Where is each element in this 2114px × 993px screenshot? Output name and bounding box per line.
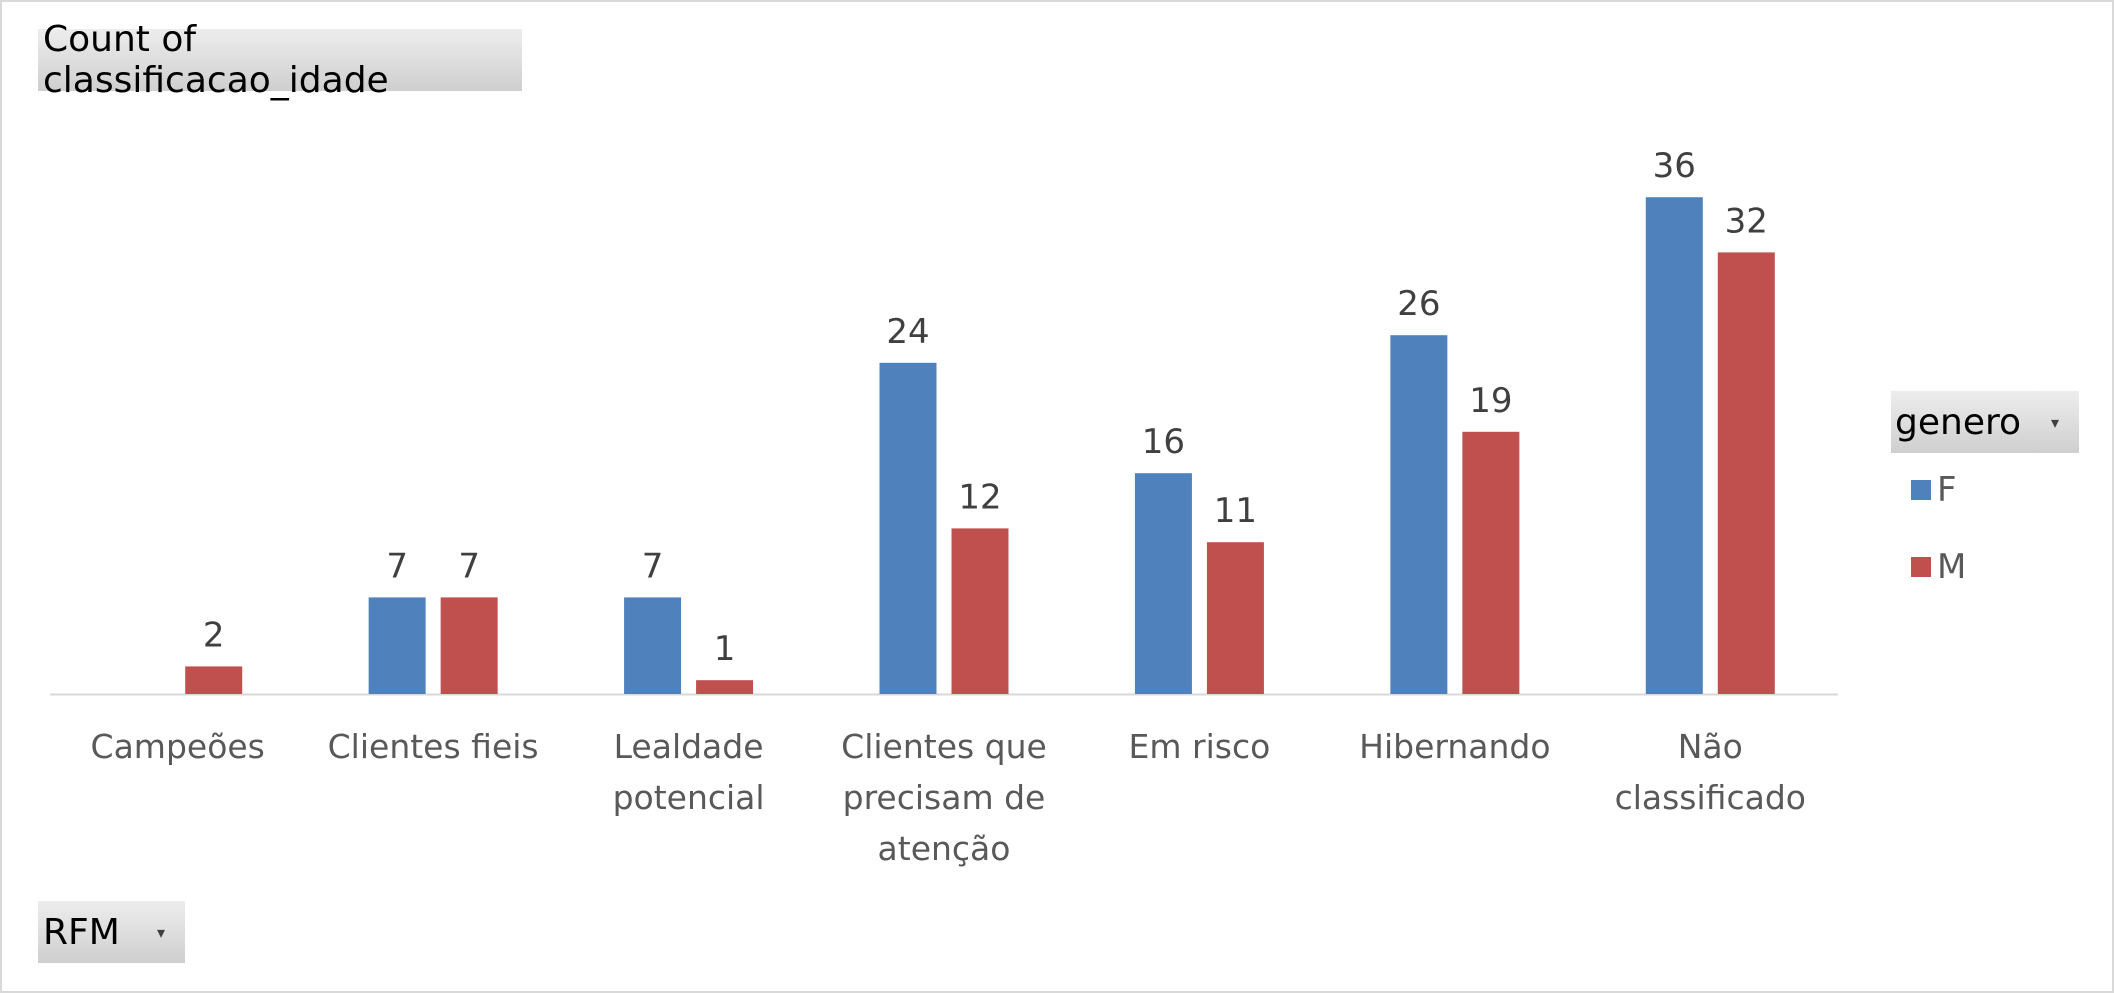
data-label-m-0: 2	[203, 615, 225, 655]
axis-field-label: RFM	[43, 911, 120, 953]
data-label-f-2: 7	[642, 546, 664, 586]
data-label-f-3: 24	[886, 312, 929, 352]
legend-swatch-m	[1911, 557, 1931, 577]
data-label-m-6: 32	[1725, 201, 1768, 241]
data-label-m-5: 19	[1469, 381, 1512, 421]
data-label-m-1: 7	[458, 546, 480, 586]
measure-field-button[interactable]: Count of classificacao_idade	[38, 19, 522, 101]
data-label-f-6: 36	[1653, 146, 1696, 186]
data-label-m-4: 11	[1214, 491, 1257, 531]
legend-field-label: genero	[1895, 401, 2021, 443]
category-label-0: Campeões	[91, 727, 265, 766]
data-label-f-4: 16	[1142, 422, 1185, 462]
bar-f-6	[1645, 197, 1703, 694]
category-label-1: Clientes fieis	[328, 727, 539, 766]
bar-f-1	[368, 597, 426, 694]
dropdown-arrow-icon: ▾	[2050, 413, 2059, 432]
bar-m-5	[1462, 431, 1520, 694]
dropdown-arrow-icon: ▾	[156, 923, 165, 942]
legend-entry-f: F	[1911, 470, 1957, 510]
bar-m-3	[951, 528, 1009, 694]
category-label-3: Clientes que precisam de atenção	[841, 727, 1047, 868]
bar-f-4	[1134, 473, 1192, 694]
bar-m-6	[1717, 252, 1775, 694]
bar-f-5	[1390, 335, 1448, 694]
bar-f-2	[624, 597, 682, 694]
category-label-4: Em risco	[1129, 727, 1271, 766]
data-label-f-1: 7	[386, 546, 408, 586]
legend-swatch-f	[1911, 480, 1931, 500]
legend-entry-m: M	[1911, 547, 1966, 587]
bar-m-4	[1206, 542, 1264, 694]
bar-m-1	[440, 597, 498, 694]
data-label-f-5: 26	[1397, 284, 1440, 324]
measure-field-label: Count of classificacao_idade	[43, 19, 389, 101]
legend-label-f: F	[1937, 470, 1957, 510]
category-label-5: Hibernando	[1359, 727, 1550, 766]
bar-m-2	[696, 680, 754, 694]
legend-label-m: M	[1937, 547, 1967, 587]
bar-m-0	[185, 666, 243, 694]
category-label-2: Lealdade potencial	[613, 727, 765, 817]
data-label-m-2: 1	[714, 629, 736, 669]
axis-field-button[interactable]: RFM ▾	[38, 901, 185, 963]
data-label-m-3: 12	[958, 477, 1001, 517]
bar-f-3	[879, 362, 937, 694]
legend-field-button[interactable]: genero ▾	[1891, 391, 2079, 453]
category-label-6: Não classificado	[1615, 727, 1806, 817]
